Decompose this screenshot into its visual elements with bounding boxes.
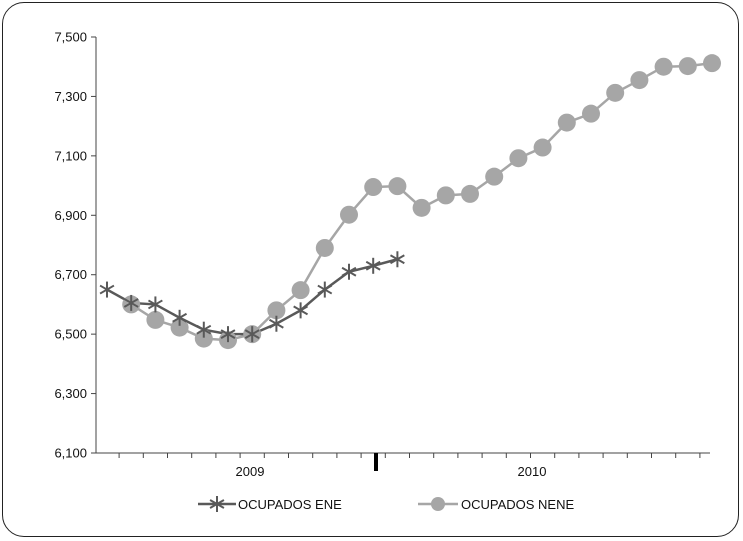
point-nene [654, 57, 673, 76]
point-nene [509, 149, 528, 168]
point-nene [436, 186, 455, 205]
point-nene [557, 113, 576, 132]
point-ene [99, 281, 115, 298]
legend-label-ene: OCUPADOS ENE [238, 497, 342, 512]
x-group-label-2009: 2009 [236, 464, 265, 479]
point-nene [461, 184, 479, 203]
point-ene [172, 309, 188, 326]
point-nene [630, 71, 649, 90]
legend-label-nene: OCUPADOS NENE [461, 497, 574, 512]
series-lines [106, 61, 713, 342]
point-nene [678, 57, 697, 76]
point-ene [317, 281, 333, 298]
point-nene [194, 329, 213, 348]
y-tick-label: 6,500 [54, 327, 87, 342]
point-nene [267, 301, 286, 320]
axes: 6,100 6,300 6,500 6,700 6,900 7,100 7,300 7,500 [54, 30, 710, 471]
y-tick-label: 7,300 [54, 89, 87, 104]
point-nene [412, 198, 431, 217]
point-ene [389, 251, 405, 268]
point-ene [293, 302, 309, 319]
point-nene [703, 54, 721, 73]
point-nene [170, 318, 189, 337]
legend-item-ene: OCUPADOS ENE [198, 496, 342, 512]
legend-swatch-star [209, 496, 225, 512]
point-nene [485, 167, 504, 186]
point-ene [220, 326, 236, 343]
point-ene [365, 257, 381, 274]
x-group-labels: 2009 2010 [236, 464, 547, 479]
y-tick-label: 6,700 [54, 267, 87, 282]
legend-swatch-circle [431, 497, 445, 511]
point-nene [388, 177, 407, 196]
point-nene [582, 104, 600, 123]
series-markers [99, 54, 721, 350]
point-ene [244, 326, 260, 343]
legend: OCUPADOS ENE OCUPADOS NENE [198, 496, 574, 512]
y-tick-label: 7,500 [54, 30, 87, 45]
point-nene [291, 281, 310, 300]
legend-item-nene: OCUPADOS NENE [418, 497, 574, 512]
point-ene [147, 296, 163, 313]
y-tick-label: 6,900 [54, 208, 87, 223]
y-tick-label: 6,300 [54, 386, 87, 401]
point-nene [146, 310, 165, 329]
point-nene [533, 138, 552, 157]
y-tick-label: 7,100 [54, 148, 87, 163]
y-tick-label: 6,100 [54, 446, 87, 461]
point-ene [123, 294, 139, 311]
point-nene [340, 205, 358, 224]
point-ene [196, 321, 212, 338]
point-nene [606, 83, 625, 102]
point-ene [268, 315, 284, 332]
x-group-label-2010: 2010 [518, 464, 547, 479]
point-nene [364, 178, 383, 197]
point-nene [315, 238, 334, 257]
point-ene [341, 263, 357, 280]
